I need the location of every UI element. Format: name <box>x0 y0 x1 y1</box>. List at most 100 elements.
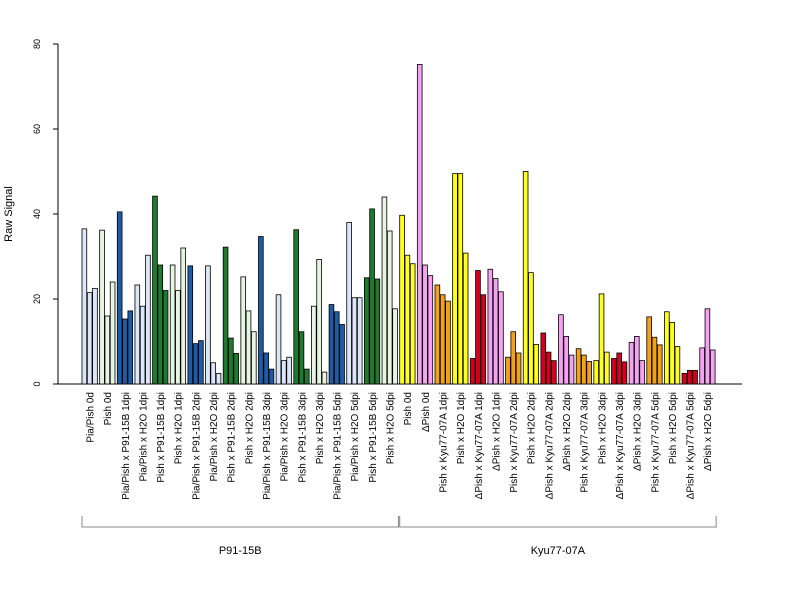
bar <box>558 314 564 385</box>
bar <box>139 305 146 385</box>
bar <box>251 331 257 385</box>
bar <box>104 315 111 385</box>
bar <box>452 173 458 385</box>
x-tick-label: Pish x P91-15B 3dpi <box>297 392 308 483</box>
x-tick-label: Pia/Pish x P91-15B 1dpi <box>121 392 132 500</box>
group-bracket-label: Kyu77-07A <box>531 545 586 557</box>
x-tick-label: Pish 0d <box>103 392 114 425</box>
bar <box>356 297 363 385</box>
x-tick-label: Pia/Pish x H2O 2dpi <box>209 392 220 482</box>
bar <box>180 247 187 385</box>
x-tick-label: Pish x P91-15B 2dpi <box>227 392 238 483</box>
y-tick-label: 60 <box>32 124 42 134</box>
bar <box>439 294 446 385</box>
y-axis: 0 20 40 60 80 <box>32 39 59 387</box>
x-tick-label: Pia/Pish x P91-15B 3dpi <box>262 392 273 500</box>
bar <box>598 293 605 385</box>
x-tick-label: Pish x H2O 3dpi <box>315 392 326 464</box>
bar <box>498 291 504 385</box>
bar <box>616 352 622 385</box>
bar <box>434 284 441 385</box>
bar <box>687 369 693 385</box>
bar <box>692 369 698 385</box>
bar <box>81 228 88 385</box>
x-tick-label: Pia/Pish 0d <box>85 392 96 443</box>
y-axis-label: Raw Signal <box>3 186 15 242</box>
x-tick-label: Pish x Kyu77-07A 3dpi <box>580 392 591 493</box>
bar <box>86 292 93 385</box>
bar <box>281 360 287 385</box>
bar <box>540 332 547 385</box>
x-tick-label: Pish x Kyu77-07A 1dpi <box>438 392 449 493</box>
bar <box>709 349 716 385</box>
bar <box>581 354 587 385</box>
bar <box>134 284 141 385</box>
bar <box>522 171 529 385</box>
bar <box>593 360 599 385</box>
group-bracket <box>399 516 717 528</box>
bar <box>469 358 476 385</box>
bar <box>152 195 158 385</box>
bar <box>268 368 275 385</box>
bar <box>240 276 247 385</box>
bar <box>116 211 123 385</box>
x-tick-label: Pish x H2O 5dpi <box>386 392 397 464</box>
bar <box>545 351 552 385</box>
x-tick-label: ΔPish x H2O 1dpi <box>491 392 502 471</box>
x-tick-label: ΔPish x Kyu77-07A 2dpi <box>544 392 555 499</box>
bar <box>704 308 711 385</box>
x-tick-label: ΔPish x Kyu77-07A 3dpi <box>615 392 626 499</box>
bar <box>228 337 234 385</box>
bar <box>563 335 569 385</box>
bar <box>205 265 211 385</box>
bars <box>81 64 716 385</box>
bar <box>233 352 239 385</box>
x-tick-label: ΔPish x H2O 3dpi <box>633 392 644 471</box>
bar <box>462 252 469 385</box>
bar <box>422 264 428 385</box>
bar <box>333 311 340 385</box>
bar <box>109 281 116 385</box>
bar <box>122 318 128 385</box>
bar <box>386 230 393 385</box>
bar <box>339 324 345 385</box>
bar <box>258 236 264 385</box>
x-tick-label: Pish x H2O 3dpi <box>597 392 608 464</box>
bar <box>374 278 381 385</box>
x-tick-label: ΔPish 0d <box>421 392 432 432</box>
bar <box>369 208 375 385</box>
bar <box>298 331 305 385</box>
y-tick-label: 40 <box>32 209 42 219</box>
x-tick-label: Pish x P91-15B 1dpi <box>156 392 167 483</box>
bar <box>145 254 151 385</box>
bar <box>487 268 494 385</box>
bar <box>399 214 405 385</box>
bar <box>286 356 292 385</box>
bar <box>157 264 164 385</box>
bar <box>568 354 575 385</box>
bar <box>681 372 688 385</box>
bar <box>639 360 645 385</box>
bar <box>245 310 252 385</box>
bar <box>99 229 105 385</box>
bar <box>409 263 416 385</box>
bar <box>351 297 358 385</box>
bar <box>363 277 370 385</box>
x-tick-label: ΔPish x H2O 5dpi <box>703 392 714 471</box>
y-tick-label: 80 <box>32 39 42 49</box>
y-tick-label: 20 <box>32 294 42 304</box>
x-tick-label: Pia/Pish x P91-15B 5dpi <box>333 392 344 500</box>
bar <box>222 246 229 385</box>
x-tick-labels: Pia/Pish 0d Pish 0d Pia/Pish x P91-15B 1dp… <box>85 392 714 500</box>
bar <box>604 351 610 385</box>
bar <box>646 316 652 385</box>
bar <box>475 270 481 385</box>
x-tick-label: Pish x P91-15B 5dpi <box>368 392 379 483</box>
bar <box>634 335 640 385</box>
bar <box>586 361 592 385</box>
bar <box>275 294 282 385</box>
bar <box>303 368 310 385</box>
bar <box>293 229 299 385</box>
bar <box>127 310 134 385</box>
bar <box>664 311 670 385</box>
